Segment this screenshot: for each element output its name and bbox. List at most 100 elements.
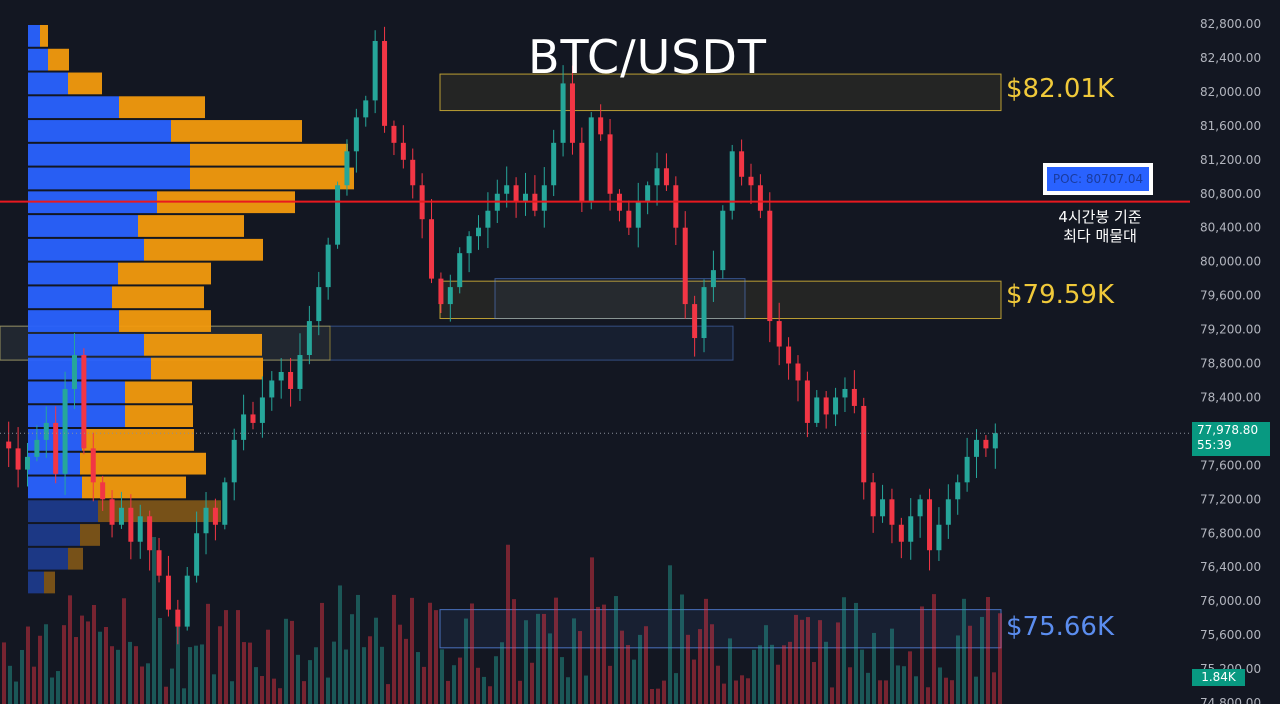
poc-note: 4시간봉 기준 최다 매물대 bbox=[1040, 208, 1160, 246]
candle-body bbox=[382, 40, 388, 126]
candle-body bbox=[804, 380, 810, 423]
candle-body bbox=[109, 499, 115, 525]
candle-body bbox=[325, 244, 331, 288]
volume-bar bbox=[272, 678, 276, 704]
candle-body bbox=[767, 210, 773, 322]
volume-bar bbox=[368, 636, 372, 704]
y-axis-tick-label: 80,000.00 bbox=[1200, 255, 1261, 269]
volume-bar bbox=[680, 594, 684, 704]
volume-bar bbox=[200, 644, 204, 704]
profile-bar-sell bbox=[125, 381, 192, 404]
volume-bar bbox=[782, 645, 786, 704]
candle-body bbox=[654, 168, 660, 186]
candle-body bbox=[15, 448, 21, 470]
profile-bar-sell bbox=[118, 262, 211, 285]
profile-bar-buy bbox=[28, 500, 98, 523]
volume-bar bbox=[722, 683, 726, 704]
volume-bar bbox=[56, 671, 60, 704]
candle-body bbox=[335, 185, 341, 245]
candle-body bbox=[635, 202, 641, 228]
volume-bar bbox=[356, 594, 360, 704]
candle-body bbox=[43, 422, 49, 440]
y-axis-tick-label: 75,600.00 bbox=[1200, 628, 1261, 642]
volume-bar bbox=[362, 647, 366, 704]
candle-body bbox=[936, 524, 942, 551]
volume-bar bbox=[746, 678, 750, 704]
y-axis-tick-label: 76,000.00 bbox=[1200, 594, 1261, 608]
volume-bar bbox=[638, 634, 642, 704]
candle-body bbox=[137, 516, 143, 542]
candle-body bbox=[974, 439, 980, 457]
volume-bar bbox=[848, 667, 852, 704]
volume-bar bbox=[116, 649, 120, 704]
candle-body bbox=[917, 499, 923, 517]
y-axis-tick-label: 78,800.00 bbox=[1200, 357, 1261, 371]
volume-bar bbox=[542, 613, 546, 704]
volume-bar bbox=[632, 659, 636, 704]
candle-body bbox=[870, 482, 876, 517]
candle-body bbox=[353, 117, 359, 152]
y-axis-tick-label: 77,600.00 bbox=[1200, 458, 1261, 472]
y-axis-tick-label: 79,200.00 bbox=[1200, 323, 1261, 337]
candle-body bbox=[53, 422, 59, 474]
candle-body bbox=[71, 355, 77, 389]
profile-bar-buy bbox=[28, 167, 190, 190]
volume-bar bbox=[926, 687, 930, 704]
volume-bar bbox=[968, 625, 972, 704]
volume-bar bbox=[740, 675, 744, 704]
y-axis-tick-label: 78,400.00 bbox=[1200, 390, 1261, 404]
candle-body bbox=[485, 210, 491, 228]
profile-bar-sell bbox=[190, 167, 354, 190]
candle-body bbox=[579, 142, 585, 203]
volume-bar bbox=[950, 680, 954, 704]
profile-bar-buy bbox=[28, 286, 112, 309]
volume-bar bbox=[236, 610, 240, 704]
candle-body bbox=[955, 482, 961, 500]
volume-bar bbox=[878, 680, 882, 704]
volume-bar bbox=[284, 618, 288, 704]
candle-body bbox=[165, 575, 171, 610]
poc-note-line2: 최다 매물대 bbox=[1063, 227, 1137, 245]
candle-body bbox=[391, 125, 397, 143]
volume-bar bbox=[206, 603, 210, 704]
volume-bar bbox=[830, 687, 834, 704]
candle-body bbox=[24, 456, 30, 470]
volume-bar bbox=[392, 594, 396, 704]
volume-bar bbox=[308, 660, 312, 704]
volume-bar bbox=[380, 646, 384, 704]
candle-body bbox=[128, 507, 134, 542]
volume-bar bbox=[914, 676, 918, 704]
volume-bar bbox=[164, 686, 168, 704]
candle-body bbox=[522, 193, 528, 203]
current-price-value: 77,978.80 bbox=[1197, 423, 1259, 437]
volume-bar bbox=[374, 617, 378, 704]
candle-body bbox=[598, 117, 604, 135]
volume-bar bbox=[656, 688, 660, 704]
volume-bar bbox=[38, 635, 42, 704]
candle-body bbox=[701, 287, 707, 339]
volume-bar bbox=[20, 649, 24, 704]
zone-box bbox=[439, 73, 1002, 112]
volume-bar bbox=[254, 667, 258, 704]
volume-bar bbox=[452, 665, 456, 704]
candle-body bbox=[316, 287, 322, 322]
candle-body bbox=[6, 441, 12, 449]
volume-bar bbox=[140, 666, 144, 704]
volume-bar bbox=[290, 620, 294, 704]
y-axis-tick-label: 82,000.00 bbox=[1200, 85, 1261, 99]
profile-bar-sell bbox=[98, 500, 221, 523]
y-axis-tick-label: 74,800.00 bbox=[1200, 696, 1261, 704]
candle-body bbox=[739, 151, 745, 177]
y-axis-tick-label: 82,800.00 bbox=[1200, 17, 1261, 31]
candle-body bbox=[729, 151, 735, 211]
profile-bar-sell bbox=[44, 571, 55, 594]
candle-body bbox=[438, 278, 444, 305]
volume-bar bbox=[800, 619, 804, 704]
candle-body bbox=[964, 456, 970, 483]
candle-body bbox=[466, 236, 472, 254]
candle-body bbox=[710, 270, 716, 288]
profile-bar-sell bbox=[119, 96, 205, 119]
volume-bar bbox=[182, 688, 186, 704]
profile-bar-buy bbox=[28, 72, 68, 95]
